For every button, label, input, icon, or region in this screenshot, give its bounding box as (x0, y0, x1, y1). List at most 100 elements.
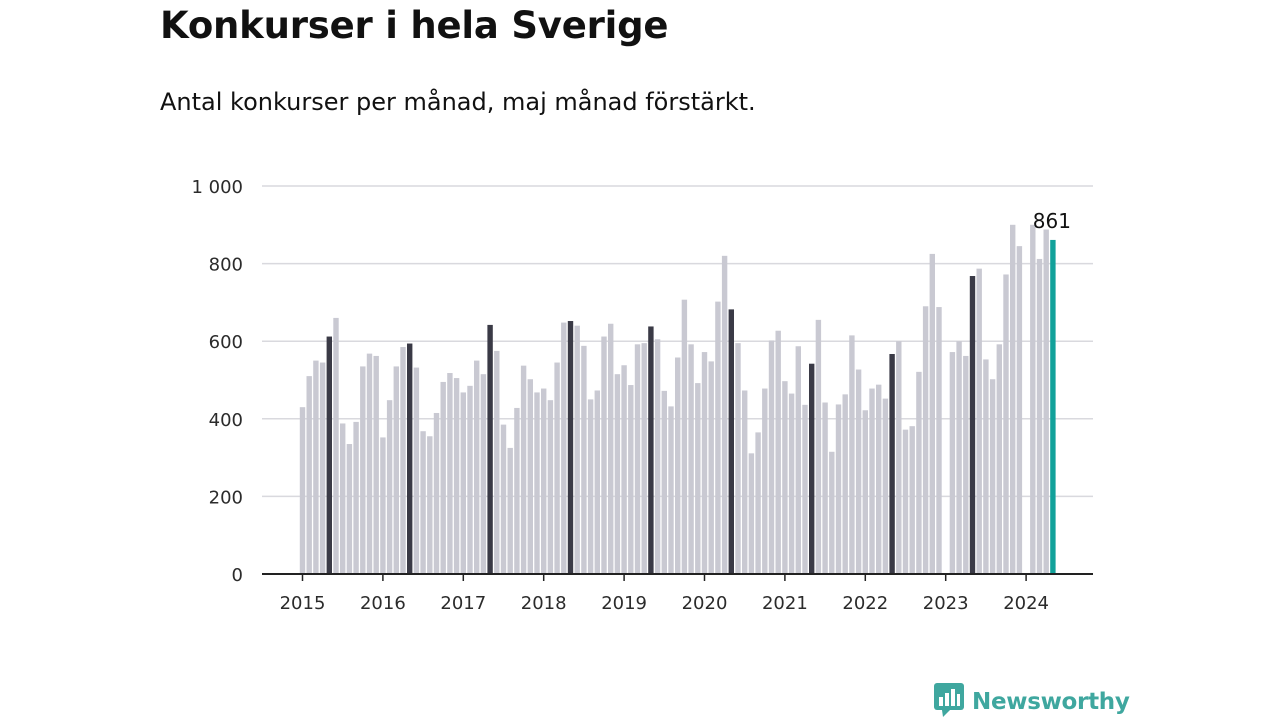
bar (983, 359, 989, 574)
bar (407, 343, 413, 574)
bar (1030, 224, 1036, 575)
bar (809, 363, 815, 574)
bar (976, 268, 982, 574)
x-tick-label: 2019 (601, 593, 647, 614)
bar (742, 390, 748, 574)
bar (715, 301, 721, 574)
bar (641, 343, 647, 574)
bar (849, 335, 855, 574)
x-tick-label: 2021 (762, 593, 808, 614)
y-tick-label: 800 (209, 255, 243, 276)
y-tick-label: 1 000 (191, 177, 243, 198)
x-tick-label: 2015 (280, 593, 326, 614)
bar (460, 392, 466, 574)
bar (554, 362, 560, 574)
bar (333, 317, 339, 574)
bar (494, 350, 500, 574)
bar (614, 374, 621, 574)
bar (681, 299, 688, 574)
bar (1016, 246, 1023, 574)
bar (929, 253, 935, 574)
bar (1043, 229, 1049, 574)
bar (306, 376, 312, 574)
bar (855, 369, 862, 574)
bar (440, 381, 446, 574)
bar (909, 426, 915, 574)
x-tick-label: 2024 (1003, 593, 1049, 614)
bar (728, 309, 734, 574)
bar (735, 343, 741, 574)
bar (936, 307, 942, 574)
bar (628, 385, 634, 574)
bar (453, 378, 460, 574)
bar (433, 412, 440, 574)
bar (775, 330, 781, 574)
bar (520, 365, 527, 574)
y-tick-label: 200 (209, 487, 243, 508)
x-tick-label: 2016 (360, 593, 406, 614)
brand: Newsworthy (934, 683, 1130, 721)
bar (788, 393, 795, 574)
bar (963, 355, 969, 574)
bar (701, 352, 708, 574)
y-tick-label: 600 (209, 332, 243, 353)
bar (581, 345, 587, 574)
bar (507, 447, 513, 574)
bar (1010, 224, 1016, 575)
bar (989, 379, 996, 574)
bar (862, 410, 868, 574)
bar (648, 326, 654, 574)
bar (1036, 258, 1043, 574)
bar (480, 374, 487, 574)
y-tick-label: 0 (232, 565, 243, 586)
bar (675, 357, 681, 574)
bar (869, 388, 875, 574)
bar (487, 324, 493, 574)
bar (708, 361, 714, 574)
bar (474, 360, 480, 574)
bar (427, 436, 433, 574)
bar (500, 424, 507, 574)
bar (768, 340, 775, 574)
bar (393, 366, 399, 574)
bar (842, 394, 848, 574)
bar (916, 371, 922, 574)
bar (822, 402, 828, 574)
bar (762, 388, 768, 574)
bar (815, 319, 822, 574)
x-axis (262, 573, 1093, 581)
bar (594, 390, 600, 574)
bar (587, 399, 594, 574)
bar (688, 344, 694, 574)
bar (514, 407, 520, 574)
annotations: 861 (1033, 209, 1071, 233)
bar (835, 404, 842, 574)
bar (634, 344, 641, 574)
bar (876, 384, 882, 574)
bar (829, 451, 835, 574)
x-axis-labels: 2015 2016 2017 2018 2019 2020 2021 2022 2023 2024 (280, 593, 1049, 614)
chart-subtitle: Antal konkurser per månad, maj månad för… (160, 88, 756, 116)
bar (340, 423, 346, 574)
bar (755, 432, 761, 574)
bar (949, 352, 956, 574)
bar (467, 385, 473, 574)
bar (574, 325, 580, 574)
bar (956, 341, 962, 574)
bar (661, 390, 667, 574)
bar (413, 367, 420, 574)
bar (621, 365, 627, 574)
bar (386, 400, 393, 574)
bar (969, 276, 976, 574)
x-tick-label: 2017 (440, 593, 486, 614)
bar (353, 421, 359, 574)
bar (567, 321, 574, 574)
bar (668, 406, 674, 574)
bar-chart-logo-icon (934, 683, 964, 721)
bar (380, 437, 386, 574)
bar (534, 392, 540, 574)
bar (346, 444, 353, 574)
y-tick-label: 400 (209, 410, 243, 431)
bar (373, 355, 379, 574)
